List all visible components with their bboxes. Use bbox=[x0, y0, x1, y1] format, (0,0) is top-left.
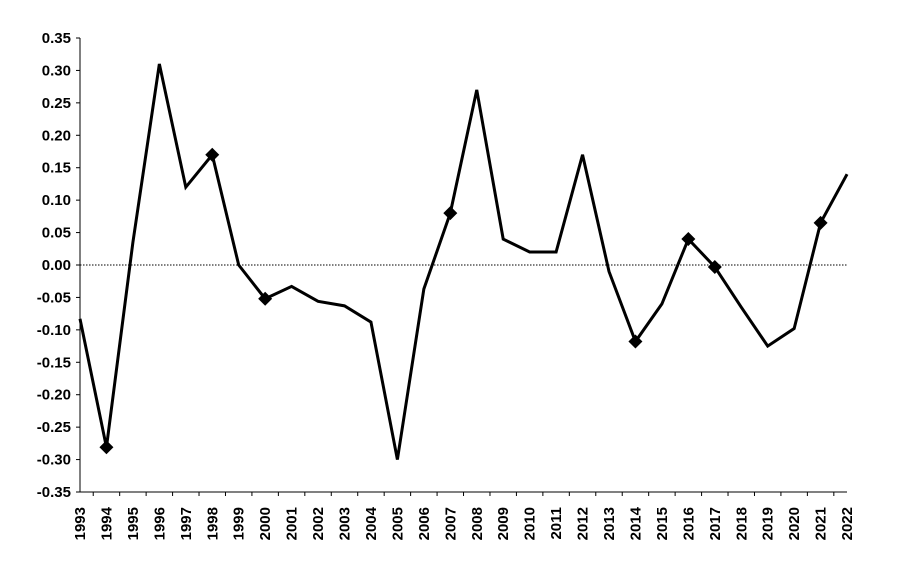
x-tick-label: 2004 bbox=[363, 506, 380, 540]
x-tick-label: 2013 bbox=[601, 507, 618, 540]
diamond-marker bbox=[258, 291, 273, 306]
y-tick-label: 0.05 bbox=[42, 225, 71, 242]
x-tick-label: 2011 bbox=[548, 507, 565, 540]
x-tick-label: 2020 bbox=[786, 507, 803, 540]
diamond-marker bbox=[707, 259, 722, 274]
x-tick-label: 2007 bbox=[442, 507, 459, 540]
y-tick-label: 0.00 bbox=[42, 257, 71, 274]
x-tick-label: 2018 bbox=[733, 507, 750, 540]
y-axis-ticks: 0.35 0.30 0.25 0.20 0.15 0.10 0.05 0.00 -0.05 -0.… bbox=[37, 30, 80, 501]
x-tick-label: 2012 bbox=[575, 507, 592, 540]
x-tick-label: 2000 bbox=[257, 507, 274, 540]
y-tick-label: 0.35 bbox=[42, 30, 71, 47]
x-tick-label: 2022 bbox=[839, 507, 856, 540]
diamond-marker bbox=[813, 215, 828, 230]
series-line bbox=[78, 63, 849, 460]
diamond-marker bbox=[99, 440, 114, 455]
y-tick-label: -0.15 bbox=[37, 354, 71, 371]
x-axis-ticks: 1993 1994 1995 1996 1997 1998 1999 2000 2001 2002… bbox=[72, 492, 856, 540]
x-tick-label: 1993 bbox=[72, 507, 89, 540]
series-markers bbox=[99, 147, 828, 455]
y-tick-label: -0.05 bbox=[37, 289, 71, 306]
x-tick-label: 2002 bbox=[310, 507, 327, 540]
y-tick-label: 0.30 bbox=[42, 62, 71, 79]
x-tick-label: 2001 bbox=[284, 507, 301, 540]
x-tick-label: 2021 bbox=[813, 507, 830, 540]
y-tick-label: 0.15 bbox=[42, 160, 71, 177]
y-tick-label: 0.20 bbox=[42, 127, 71, 144]
x-tick-label: 2015 bbox=[654, 507, 671, 540]
y-tick-label: -0.20 bbox=[37, 387, 71, 404]
diamond-marker bbox=[681, 232, 696, 247]
y-tick-label: -0.35 bbox=[37, 484, 71, 501]
y-tick-label: -0.30 bbox=[37, 452, 71, 469]
x-tick-label: 2009 bbox=[495, 507, 512, 540]
diamond-marker bbox=[205, 147, 220, 162]
y-tick-label: -0.25 bbox=[37, 419, 71, 436]
x-tick-label: 1997 bbox=[178, 507, 195, 540]
x-tick-label: 1994 bbox=[98, 506, 115, 540]
x-tick-label: 1998 bbox=[204, 507, 221, 540]
x-tick-label: 2019 bbox=[760, 507, 777, 540]
x-tick-label: 2003 bbox=[337, 507, 354, 540]
x-tick-label: 1995 bbox=[125, 507, 142, 540]
x-tick-label: 2006 bbox=[416, 507, 433, 540]
diamond-marker bbox=[628, 334, 643, 349]
x-tick-label: 2014 bbox=[627, 506, 644, 540]
y-tick-label: 0.25 bbox=[42, 95, 71, 112]
x-tick-label: 2016 bbox=[680, 507, 697, 540]
x-tick-label: 2010 bbox=[522, 507, 539, 540]
x-tick-label: 1999 bbox=[231, 507, 248, 540]
x-tick-label: 2005 bbox=[389, 507, 406, 540]
x-tick-label: 1996 bbox=[151, 507, 168, 540]
diamond-marker bbox=[443, 206, 458, 221]
y-tick-label: 0.10 bbox=[42, 192, 71, 209]
y-tick-label: -0.10 bbox=[37, 322, 71, 339]
x-tick-label: 2008 bbox=[469, 507, 486, 540]
x-tick-label: 2017 bbox=[707, 507, 724, 540]
